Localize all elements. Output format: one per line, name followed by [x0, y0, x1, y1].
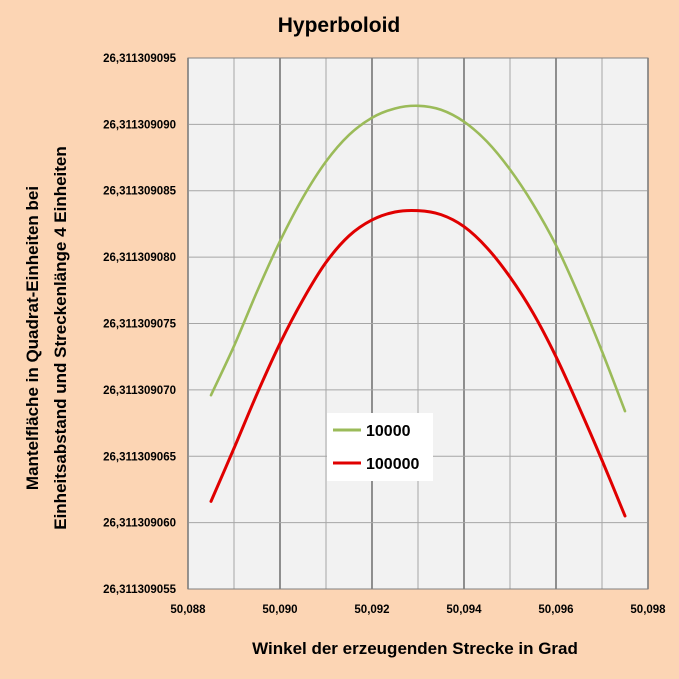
- y-tick-label: 26,311309095: [103, 53, 177, 65]
- chart-title: Hyperboloid: [278, 14, 401, 37]
- x-tick-label: 50,096: [538, 604, 573, 616]
- plot-border: [187, 57, 649, 590]
- y-tick-label: 26,311309080: [103, 252, 176, 264]
- axis-ticks: 50,088 50,090 50,092 50,094 50,096 50,098 26,3…: [103, 53, 666, 616]
- series-line-10000: [209, 104, 627, 413]
- y-axis-title-line2: Einheitsabstand und Streckenlänge 4 Einh…: [51, 146, 70, 530]
- x-axis-title: Winkel der erzeugenden Strecke in Grad: [252, 639, 578, 658]
- series-lines: [209, 104, 627, 518]
- y-tick-label: 26,311309060: [103, 518, 176, 530]
- x-tick-label: 50,088: [170, 604, 206, 616]
- x-tick-label: 50,094: [446, 604, 482, 616]
- legend-label-100000: 100000: [366, 456, 419, 473]
- y-tick-label: 26,311309090: [103, 119, 176, 131]
- legend-label-10000: 10000: [366, 423, 411, 440]
- series-line-100000: [209, 208, 627, 518]
- x-tick-label: 50,092: [354, 604, 389, 616]
- legend-box: [327, 413, 433, 481]
- legend: 10000 100000: [327, 413, 433, 481]
- y-tick-label: 26,311309085: [103, 186, 177, 198]
- x-tick-label: 50,090: [262, 604, 297, 616]
- gridlines: [187, 57, 649, 590]
- y-axis-title-line1: Mantelfläche in Quadrat-Einheiten bei: [23, 186, 42, 490]
- y-tick-label: 26,311309075: [103, 318, 177, 330]
- x-tick-label: 50,098: [630, 604, 666, 616]
- y-tick-label: 26,311309065: [103, 451, 177, 463]
- y-tick-label: 26,311309055: [103, 584, 177, 596]
- y-tick-label: 26,311309070: [103, 385, 176, 397]
